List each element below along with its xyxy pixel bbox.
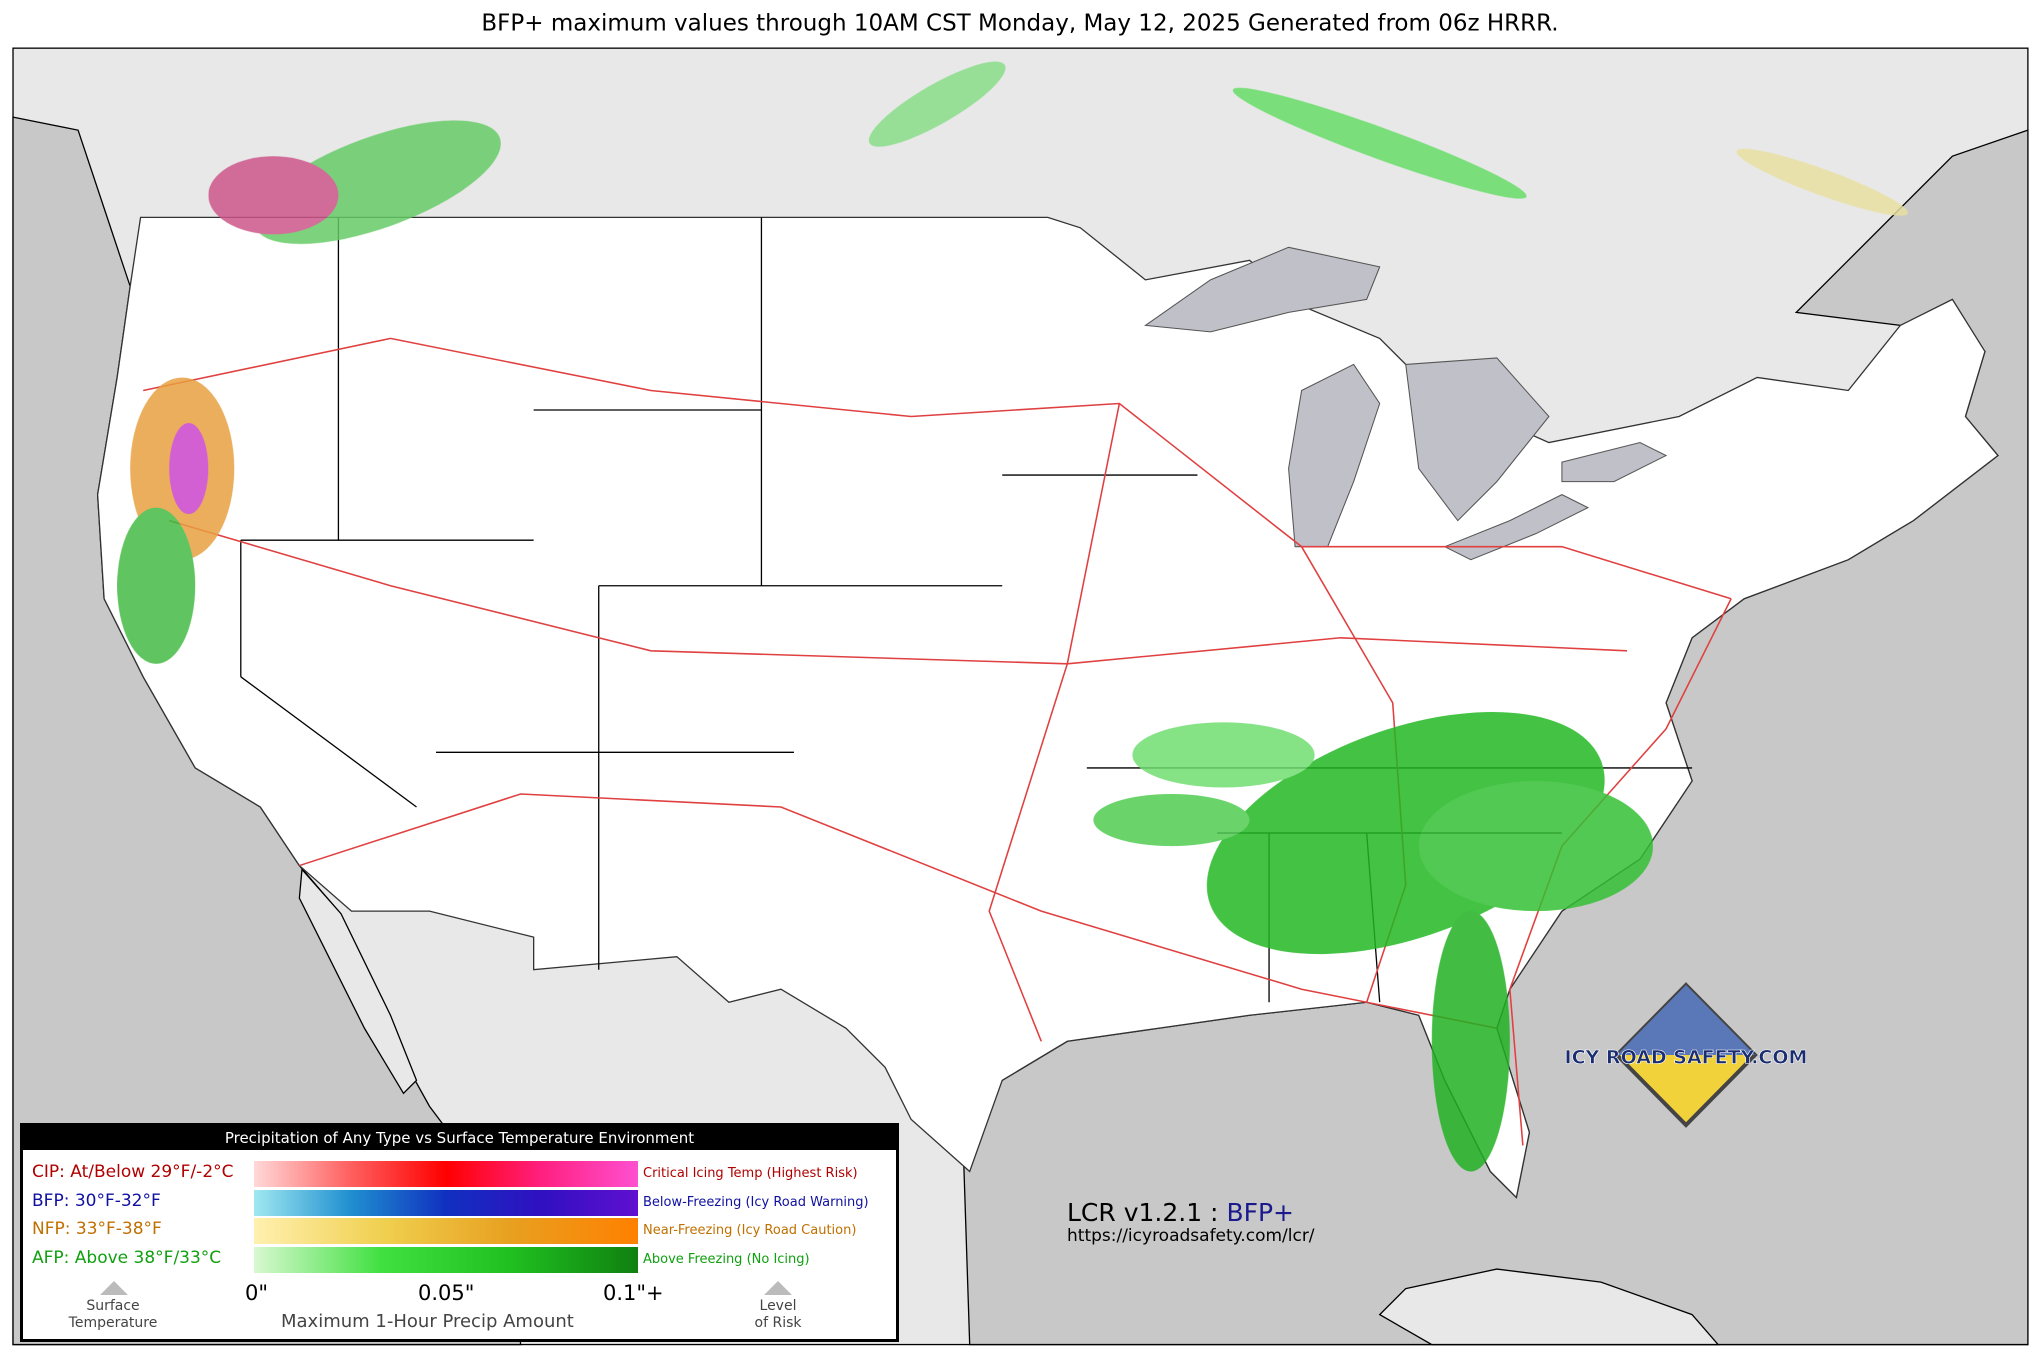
row-description: Near-Freezing (Icy Road Caution) xyxy=(643,1223,857,1238)
row-label: NFP: 33°F-38°F xyxy=(32,1219,162,1239)
scale-title: Maximum 1-Hour Precip Amount xyxy=(281,1311,574,1332)
row-label: AFP: Above 38°F/33°C xyxy=(32,1248,222,1268)
left-axis-line: Temperature xyxy=(68,1315,158,1331)
precip xyxy=(117,61,1908,1172)
gradient-bfp xyxy=(254,1190,638,1216)
triangle xyxy=(100,1281,128,1295)
scale-tick: 0.05" xyxy=(418,1281,475,1305)
great-lakes xyxy=(1143,246,1668,561)
row-label: BFP: 30°F-32°F xyxy=(32,1191,161,1211)
row-description: Below-Freezing (Icy Road Warning) xyxy=(643,1195,869,1210)
gradient-nfp xyxy=(254,1218,638,1244)
map-title: BFP+ maximum values through 10AM CST Mon… xyxy=(481,11,1558,37)
scale-tick: 0.1"+ xyxy=(603,1281,664,1305)
row-description: Above Freezing (No Icing) xyxy=(643,1252,810,1267)
triangle xyxy=(764,1281,792,1295)
legend-heading: Precipitation of Any Type vs Surface Tem… xyxy=(23,1126,896,1150)
logo: ICY ROAD SAFETY.COM xyxy=(1564,982,1808,1128)
legend: Precipitation of Any Type vs Surface Tem… xyxy=(20,1123,899,1342)
cuba xyxy=(1378,1268,1720,1346)
gradient-afp xyxy=(254,1247,638,1273)
gradient-cip xyxy=(254,1161,638,1187)
right-axis: Level of Risk xyxy=(728,1298,828,1332)
right-axis-line: of Risk xyxy=(754,1315,802,1331)
logo-text: ICY ROAD SAFETY.COM xyxy=(1565,1047,1808,1069)
url: https://icyroadsafety.com/lcr/ xyxy=(1067,1226,1315,1246)
scale-tick: 0" xyxy=(245,1281,269,1305)
version-text: LCR v1.2.1 : xyxy=(1067,1198,1219,1227)
right-axis-line: Level xyxy=(759,1298,797,1314)
baja xyxy=(298,867,418,1095)
row-description: Critical Icing Temp (Highest Risk) xyxy=(643,1166,858,1181)
product: BFP+ xyxy=(1226,1198,1294,1227)
row-label: CIP: At/Below 29°F/-2°C xyxy=(32,1162,234,1182)
version: LCR v1.2.1 : BFP+ xyxy=(1067,1198,1294,1227)
map-body xyxy=(12,47,2029,1346)
left-axis: Surface Temperature xyxy=(63,1298,163,1332)
left-axis-line: Surface xyxy=(86,1298,140,1314)
